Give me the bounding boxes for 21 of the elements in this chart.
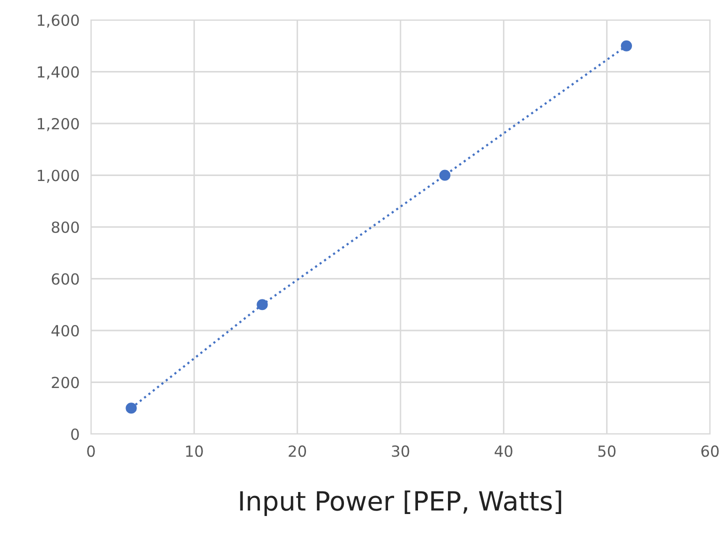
x-tick-label: 40 xyxy=(494,445,512,457)
x-axis-title: Input Power [PEP, Watts] xyxy=(240,490,562,516)
y-tick-label: 400 xyxy=(51,324,79,337)
y-tick-label: 1,600 xyxy=(38,14,79,28)
point xyxy=(620,40,632,52)
x-tick-label: 20 xyxy=(288,445,306,457)
y-tick-label: 600 xyxy=(52,273,79,285)
point xyxy=(439,170,450,181)
y-tick-label: 800 xyxy=(52,221,79,234)
point xyxy=(256,299,268,310)
x-tick-label: 10 xyxy=(186,445,203,457)
x-tick-label: 30 xyxy=(392,445,410,457)
y-tick-label: 1,200 xyxy=(38,118,79,132)
x-tick-label: 50 xyxy=(598,445,616,457)
y-tick-label: 1,400 xyxy=(38,66,79,80)
point xyxy=(126,402,137,414)
x-tick-label: 60 xyxy=(701,445,719,457)
y-tick-label: 0 xyxy=(71,428,79,440)
y-tick-label: 200 xyxy=(52,376,79,388)
x-tick-label: 0 xyxy=(87,445,95,457)
y-tick-label: 1,000 xyxy=(38,170,79,183)
